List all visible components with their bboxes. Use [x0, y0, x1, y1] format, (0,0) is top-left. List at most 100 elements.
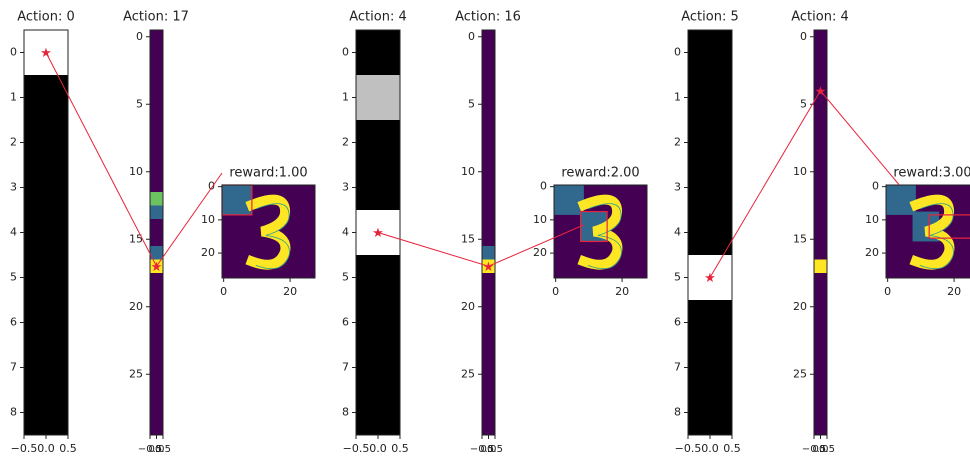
panel-title: reward:2.00 — [561, 166, 639, 181]
y-tick-label: 6 — [10, 316, 17, 329]
y-tick-label: 5 — [10, 271, 17, 284]
panel-title: Action: 5 — [681, 10, 739, 25]
y-tick-label: 7 — [674, 361, 681, 374]
x-tick-label: −0.5 — [11, 442, 38, 455]
x-tick-label: 0.5 — [487, 444, 503, 455]
y-tick-label: 1 — [342, 91, 349, 104]
x-tick-label: 0.5 — [819, 444, 835, 455]
action-image — [24, 30, 68, 435]
star-marker: ★ — [815, 84, 827, 99]
panel-title: Action: 16 — [455, 10, 521, 25]
y-tick-label: 0 — [136, 30, 143, 43]
y-tick-label: 5 — [674, 271, 681, 284]
x-tick-label: 0.0 — [369, 442, 387, 455]
y-tick-label: 0 — [872, 180, 879, 193]
state-image — [150, 30, 163, 435]
x-tick-label: 0.5 — [391, 442, 409, 455]
star-marker: ★ — [372, 226, 384, 241]
y-tick-label: 5 — [342, 271, 349, 284]
y-tick-label: 8 — [342, 406, 349, 419]
y-tick-label: 0 — [468, 30, 475, 43]
y-tick-label: 3 — [342, 181, 349, 194]
y-tick-label: 15 — [461, 232, 475, 245]
y-tick-label: 10 — [865, 213, 879, 226]
action-row — [356, 75, 400, 120]
visited-patch — [222, 185, 252, 215]
figure: Action: 0012345678−0.50.00.5Action: 1705… — [0, 0, 970, 457]
x-tick-label: 0.0 — [37, 442, 55, 455]
y-tick-label: 1 — [10, 91, 17, 104]
x-tick-label: −0.5 — [675, 442, 702, 455]
visited-patch — [554, 185, 584, 215]
y-tick-label: 2 — [10, 136, 17, 149]
x-tick-label: 0.0 — [701, 442, 719, 455]
y-tick-label: 20 — [201, 246, 215, 259]
y-tick-label: 5 — [468, 97, 475, 110]
y-tick-label: 3 — [674, 181, 681, 194]
y-tick-label: 2 — [342, 136, 349, 149]
y-tick-label: 20 — [461, 300, 475, 313]
panel-title: reward:1.00 — [229, 166, 307, 181]
y-tick-label: 8 — [10, 406, 17, 419]
y-tick-label: 20 — [793, 300, 807, 313]
y-tick-label: 6 — [674, 316, 681, 329]
y-tick-label: 4 — [674, 226, 681, 239]
y-tick-label: 25 — [129, 367, 143, 380]
state-image — [482, 30, 495, 435]
y-tick-label: 1 — [674, 91, 681, 104]
star-marker: ★ — [704, 271, 716, 286]
x-tick-label: 20 — [283, 285, 297, 298]
y-tick-label: 2 — [674, 136, 681, 149]
y-tick-label: 0 — [540, 180, 547, 193]
state-row — [150, 206, 163, 220]
panel-title: Action: 0 — [17, 10, 75, 25]
state-row — [482, 246, 495, 260]
y-tick-label: 3 — [10, 181, 17, 194]
y-tick-label: 0 — [674, 46, 681, 59]
y-tick-label: 15 — [129, 232, 143, 245]
x-tick-label: −0.5 — [343, 442, 370, 455]
y-tick-label: 7 — [342, 361, 349, 374]
y-tick-label: 6 — [342, 316, 349, 329]
x-tick-label: 0 — [884, 285, 891, 298]
x-tick-label: 0.5 — [155, 444, 171, 455]
action-image — [688, 30, 732, 435]
state-row — [814, 260, 827, 274]
y-tick-label: 0 — [10, 46, 17, 59]
panel-title: Action: 4 — [349, 10, 407, 25]
trajectory — [378, 225, 584, 266]
y-tick-label: 15 — [793, 232, 807, 245]
y-tick-label: 4 — [342, 226, 349, 239]
x-tick-label: 20 — [615, 285, 629, 298]
y-tick-label: 10 — [461, 165, 475, 178]
panel-title: Action: 17 — [123, 10, 189, 25]
panel-title: Action: 4 — [791, 10, 849, 25]
y-tick-label: 20 — [865, 246, 879, 259]
y-tick-label: 10 — [793, 165, 807, 178]
y-tick-label: 10 — [129, 165, 143, 178]
y-tick-label: 0 — [342, 46, 349, 59]
y-tick-label: 8 — [674, 406, 681, 419]
y-tick-label: 10 — [201, 213, 215, 226]
y-tick-label: 20 — [533, 246, 547, 259]
x-tick-label: 0.5 — [723, 442, 741, 455]
y-tick-label: 20 — [129, 300, 143, 313]
x-tick-label: 20 — [947, 285, 961, 298]
y-tick-label: 7 — [10, 361, 17, 374]
x-tick-label: 0 — [220, 285, 227, 298]
y-tick-label: 10 — [533, 213, 547, 226]
y-tick-label: 4 — [10, 226, 17, 239]
x-tick-label: 0.5 — [59, 442, 77, 455]
y-tick-label: 0 — [800, 30, 807, 43]
star-marker: ★ — [151, 260, 163, 275]
visited-patch — [886, 185, 916, 215]
star-marker: ★ — [40, 46, 52, 61]
x-tick-label: 0 — [552, 285, 559, 298]
panel-title: reward:3.00 — [893, 166, 970, 181]
state-row — [150, 192, 163, 206]
y-tick-label: 25 — [461, 367, 475, 380]
y-tick-label: 5 — [136, 97, 143, 110]
y-tick-label: 5 — [800, 97, 807, 110]
star-marker: ★ — [483, 260, 495, 275]
y-tick-label: 25 — [793, 367, 807, 380]
